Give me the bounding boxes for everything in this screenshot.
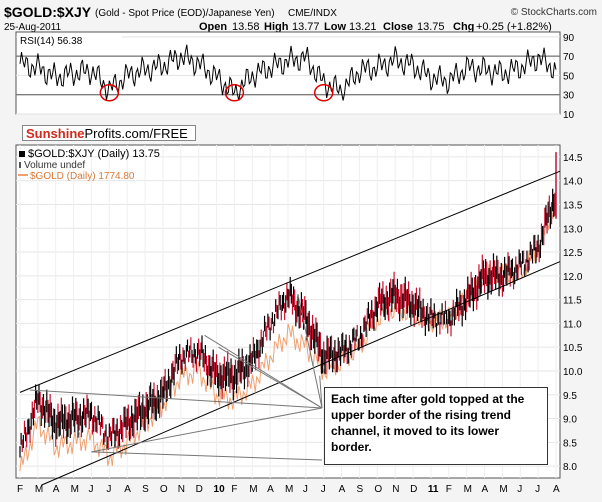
open-label: Open	[199, 21, 227, 33]
price-x-tick-label: N	[392, 484, 399, 495]
low-label: Low	[324, 21, 346, 33]
price-x-tick-label: A	[482, 484, 489, 495]
high-value: 13.77	[292, 21, 320, 33]
price-x-tick-label: A	[53, 484, 60, 495]
annotation-arrow	[91, 407, 323, 453]
rsi-title-bg	[18, 34, 122, 46]
rsi-line	[19, 44, 557, 101]
price-y-tick-label: 13.0	[563, 224, 583, 235]
open-value: 13.58	[232, 21, 260, 33]
channel-lower-line	[41, 261, 561, 486]
chg-label: Chg	[453, 21, 474, 33]
chg-value: +0.25 (+1.82%)	[476, 21, 552, 33]
price-x-tick-label: A	[267, 484, 274, 495]
rsi-low-circle	[313, 84, 334, 102]
price-x-tick-label: N	[178, 484, 185, 495]
price-x-tick-label: S	[356, 484, 363, 495]
annotation-arrow	[29, 389, 323, 409]
header-copyright: © StockCharts.com	[511, 7, 597, 18]
annotation-arrows	[29, 294, 323, 461]
price-x-tick-label: O	[374, 484, 382, 495]
price-x-tick-label: M	[35, 484, 43, 495]
price-x-tick-label: M	[71, 484, 79, 495]
price-y-ticks: 8.0 8.5 9.0 9.5 10.0 10.5 11.0 11.5 12.0 12.5 13.0…	[563, 153, 583, 473]
legend-price: $GOLD:$XJY (Daily) 13.75	[28, 148, 160, 160]
watermark-rest: Profits.com/FREE	[84, 126, 188, 141]
rsi-y-ticks: 10 30 50 70 90	[563, 33, 575, 121]
price-x-tick-label: J	[535, 484, 540, 495]
rsi-low-circle	[224, 84, 245, 102]
rsi-reference-lines	[16, 55, 560, 96]
header-exchange: CME/INDX	[288, 8, 337, 19]
low-value: 13.21	[349, 21, 377, 33]
rsi-low-circles	[99, 84, 334, 102]
price-x-tick-label: O	[160, 484, 168, 495]
price-x-tick-label: F	[446, 484, 452, 495]
price-y-tick-label: 14.0	[563, 177, 583, 188]
price-y-tick-label: 11.5	[563, 296, 582, 307]
price-y-tick-label: 9.0	[563, 415, 577, 426]
annotation-arrow	[91, 451, 323, 461]
rsi-y-tick-label: 30	[563, 91, 575, 102]
price-x-tick-label: A	[339, 484, 346, 495]
annotation-arrow	[204, 334, 323, 409]
price-y-tick-label: 13.5	[563, 200, 583, 211]
price-x-tick-label: M	[285, 484, 293, 495]
channel-upper-line	[19, 170, 561, 393]
price-x-ticks: F M A M J J A S O N D 10 F M A M J J A S O N D 11 F M A M J J A	[17, 484, 560, 495]
price-y-tick-label: 10.0	[563, 367, 583, 378]
price-x-tick-label: D	[196, 484, 203, 495]
high-label: High	[264, 21, 289, 33]
price-x-tick-label: S	[142, 484, 149, 495]
price-x-tick-label: 11	[428, 484, 439, 495]
price-x-tick-label: A	[553, 484, 560, 495]
close-value: 13.75	[417, 21, 445, 33]
price-y-tick-label: 8.5	[563, 438, 577, 449]
price-y-tick-label: 9.5	[563, 391, 577, 402]
rsi-y-tick-label: 70	[563, 52, 575, 63]
legend-volume-swatch	[19, 162, 21, 168]
price-x-tick-label: 10	[214, 484, 226, 495]
price-y-tick-label: 11.0	[563, 319, 582, 330]
price-x-tick-label: F	[231, 484, 237, 495]
price-x-tick-label: J	[106, 484, 111, 495]
rsi-low-circle	[99, 84, 120, 102]
price-x-tick-label: J	[303, 484, 308, 495]
price-x-tick-label: F	[17, 484, 23, 495]
rsi-y-tick-label: 50	[563, 71, 575, 82]
price-x-tick-label: M	[249, 484, 257, 495]
legend-price-swatch	[19, 151, 25, 157]
close-label: Close	[383, 21, 413, 33]
annotation-arrow	[218, 346, 323, 409]
annotation-arrow	[319, 375, 323, 409]
price-x-tick-label: M	[464, 484, 472, 495]
price-x-tick-label: J	[88, 484, 93, 495]
price-y-tick-label: 10.5	[563, 343, 583, 354]
price-y-tick-label: 12.0	[563, 272, 583, 283]
price-x-tick-label: A	[124, 484, 131, 495]
watermark-box: SunshineProfits.com/FREE	[22, 125, 196, 141]
price-x-tick-label: M	[499, 484, 507, 495]
price-x-tick-label: D	[410, 484, 417, 495]
annotation-callout: Each time after gold topped at the upper…	[324, 387, 548, 465]
legend-gold: $GOLD (Daily) 1774.80	[30, 171, 135, 182]
price-x-tick-label: J	[517, 484, 522, 495]
gold-series-line	[19, 199, 557, 471]
watermark-brand: Sunshine	[26, 126, 85, 141]
price-y-tick-label: 14.5	[563, 153, 583, 164]
header-symbol: $GOLD:$XJY	[4, 4, 92, 20]
annotation-arrow	[297, 294, 323, 409]
rsi-y-tick-label: 90	[563, 33, 575, 44]
price-x-tick-label: J	[321, 484, 326, 495]
rsi-y-tick-label: 10	[563, 110, 575, 121]
rsi-title: RSI(14) 56.38	[20, 36, 83, 47]
header-date: 25-Aug-2011	[4, 22, 62, 33]
legend-volume: Volume undef	[24, 160, 85, 171]
price-y-tick-label: 8.0	[563, 462, 577, 473]
header-description: (Gold - Spot Price (EOD)/Japanese Yen)	[95, 8, 275, 19]
price-y-tick-label: 12.5	[563, 248, 583, 259]
